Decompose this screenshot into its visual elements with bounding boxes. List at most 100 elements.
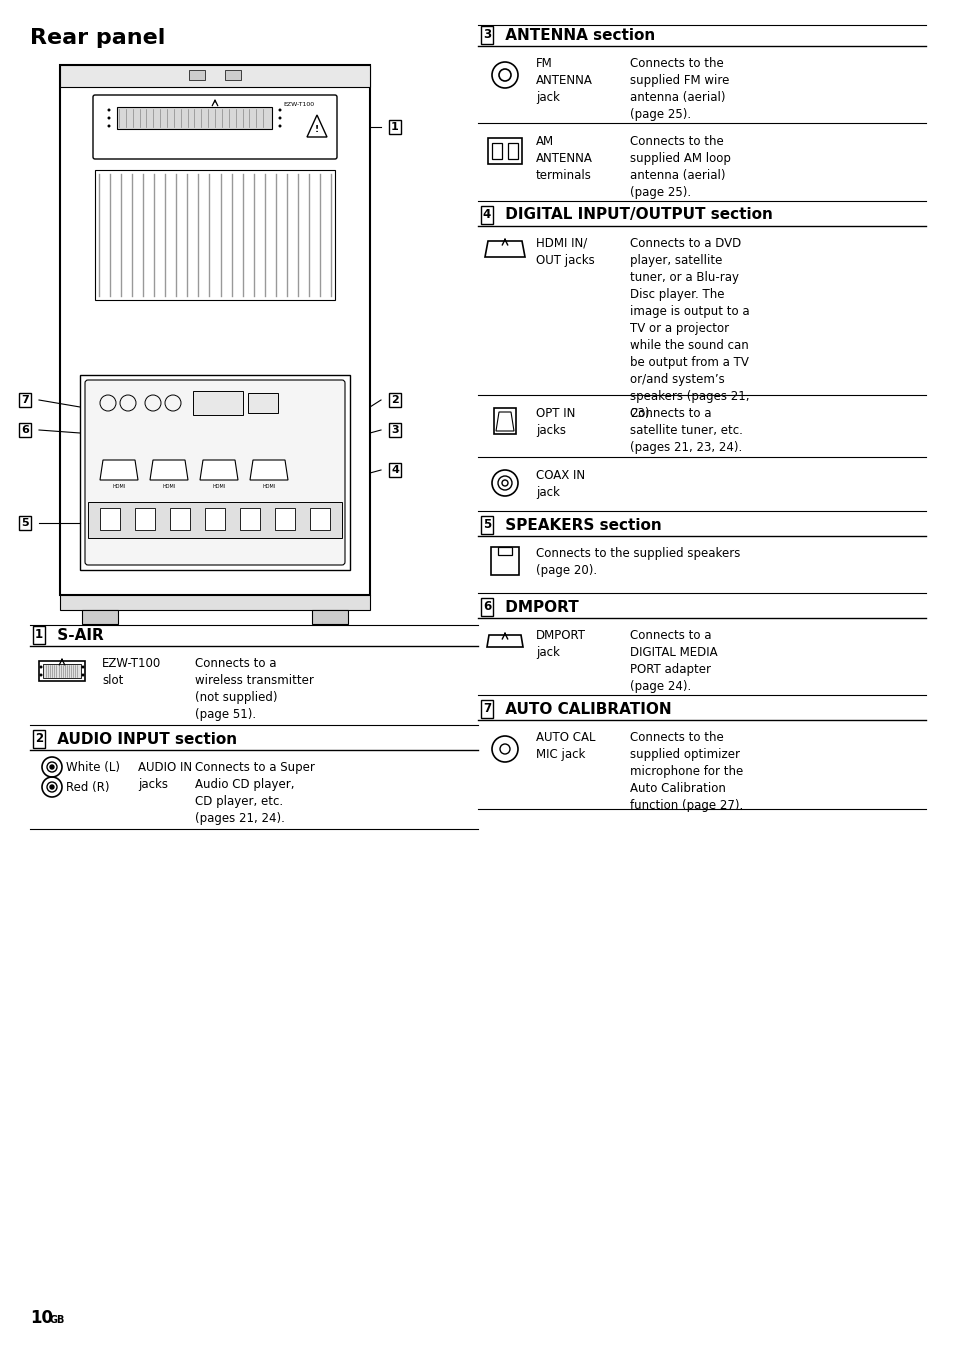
- Bar: [240, 508, 260, 530]
- Text: !: !: [314, 124, 318, 134]
- Polygon shape: [250, 460, 288, 480]
- Polygon shape: [496, 412, 514, 431]
- Bar: [193, 391, 243, 415]
- Circle shape: [278, 124, 281, 127]
- Bar: [135, 508, 154, 530]
- Bar: [225, 70, 241, 80]
- Text: EZW-T100
slot: EZW-T100 slot: [102, 657, 161, 687]
- Text: 4: 4: [391, 465, 398, 475]
- Text: Connects to the
supplied optimizer
microphone for the
Auto Calibration
function : Connects to the supplied optimizer micro…: [629, 731, 742, 813]
- Bar: [205, 508, 225, 530]
- Bar: [312, 610, 348, 625]
- Bar: [80, 375, 350, 571]
- Text: SPEAKERS section: SPEAKERS section: [499, 518, 661, 533]
- Text: Connects to a
satellite tuner, etc.
(pages 21, 23, 24).: Connects to a satellite tuner, etc. (pag…: [629, 407, 742, 454]
- Text: OPT IN
jacks: OPT IN jacks: [536, 407, 575, 437]
- Text: Connects to a
wireless transmitter
(not supplied)
(page 51).: Connects to a wireless transmitter (not …: [194, 657, 314, 721]
- Bar: [95, 170, 335, 300]
- Text: Connects to a
DIGITAL MEDIA
PORT adapter
(page 24).: Connects to a DIGITAL MEDIA PORT adapter…: [629, 629, 717, 694]
- Bar: [248, 393, 277, 412]
- Bar: [492, 143, 501, 160]
- Bar: [170, 508, 190, 530]
- Circle shape: [108, 116, 111, 119]
- Polygon shape: [486, 635, 522, 648]
- Circle shape: [39, 665, 43, 668]
- Text: 7: 7: [482, 703, 491, 715]
- Text: 7: 7: [21, 395, 29, 406]
- Polygon shape: [150, 460, 188, 480]
- Polygon shape: [100, 460, 138, 480]
- Bar: [497, 548, 512, 556]
- Text: ANTENNA section: ANTENNA section: [499, 27, 655, 42]
- Text: HDMI IN/
OUT jacks: HDMI IN/ OUT jacks: [536, 237, 594, 266]
- Bar: [43, 664, 81, 677]
- Bar: [494, 408, 516, 434]
- Bar: [88, 502, 341, 538]
- Text: 1: 1: [391, 122, 398, 132]
- Text: 1: 1: [35, 629, 43, 641]
- Bar: [491, 548, 518, 575]
- Bar: [274, 508, 294, 530]
- Polygon shape: [307, 115, 327, 137]
- Text: 6: 6: [21, 425, 29, 435]
- Polygon shape: [484, 241, 524, 257]
- Circle shape: [50, 765, 54, 769]
- Text: 2: 2: [35, 733, 43, 745]
- Text: 4: 4: [482, 208, 491, 222]
- Text: EZW-T100: EZW-T100: [283, 101, 314, 107]
- Circle shape: [108, 124, 111, 127]
- Bar: [117, 107, 272, 128]
- Text: FM
ANTENNA
jack: FM ANTENNA jack: [536, 57, 592, 104]
- Text: HDMI: HDMI: [213, 484, 226, 489]
- Circle shape: [81, 673, 85, 676]
- Circle shape: [50, 786, 54, 790]
- Circle shape: [39, 673, 43, 676]
- Bar: [39, 661, 85, 681]
- Bar: [60, 65, 370, 87]
- Bar: [60, 595, 370, 610]
- Bar: [189, 70, 205, 80]
- Text: Red (R): Red (R): [66, 780, 110, 794]
- Text: HDMI: HDMI: [112, 484, 126, 489]
- Text: Connects to the
supplied AM loop
antenna (aerial)
(page 25).: Connects to the supplied AM loop antenna…: [629, 135, 730, 199]
- Text: Connects to the
supplied FM wire
antenna (aerial)
(page 25).: Connects to the supplied FM wire antenna…: [629, 57, 729, 120]
- Text: AUDIO INPUT section: AUDIO INPUT section: [52, 731, 237, 746]
- Text: 5: 5: [482, 519, 491, 531]
- Bar: [100, 508, 120, 530]
- Circle shape: [278, 116, 281, 119]
- Text: Connects to a DVD
player, satellite
tuner, or a Blu-ray
Disc player. The
image i: Connects to a DVD player, satellite tune…: [629, 237, 749, 420]
- Text: S-AIR: S-AIR: [52, 627, 104, 642]
- Text: COAX IN
jack: COAX IN jack: [536, 469, 584, 499]
- Bar: [82, 610, 118, 625]
- Text: 3: 3: [391, 425, 398, 435]
- Bar: [310, 508, 330, 530]
- Text: Rear panel: Rear panel: [30, 28, 165, 49]
- Bar: [488, 138, 521, 164]
- Text: Connects to a Super
Audio CD player,
CD player, etc.
(pages 21, 24).: Connects to a Super Audio CD player, CD …: [194, 761, 314, 825]
- Text: 2: 2: [391, 395, 398, 406]
- Text: White (L): White (L): [66, 760, 120, 773]
- Text: DMPORT
jack: DMPORT jack: [536, 629, 585, 658]
- Text: AUDIO IN
jacks: AUDIO IN jacks: [138, 761, 192, 791]
- Text: HDMI: HDMI: [162, 484, 175, 489]
- Circle shape: [108, 108, 111, 111]
- Text: HDMI: HDMI: [262, 484, 275, 489]
- Text: AUTO CALIBRATION: AUTO CALIBRATION: [499, 702, 671, 717]
- Bar: [507, 143, 517, 160]
- Text: AM
ANTENNA
terminals: AM ANTENNA terminals: [536, 135, 592, 183]
- Bar: [60, 65, 370, 595]
- Text: DIGITAL INPUT/OUTPUT section: DIGITAL INPUT/OUTPUT section: [499, 207, 772, 223]
- Text: GB: GB: [50, 1315, 66, 1325]
- Text: 10: 10: [30, 1309, 53, 1328]
- Text: AUTO CAL
MIC jack: AUTO CAL MIC jack: [536, 731, 595, 761]
- Text: DMPORT: DMPORT: [499, 599, 578, 615]
- Circle shape: [278, 108, 281, 111]
- Polygon shape: [200, 460, 237, 480]
- FancyBboxPatch shape: [85, 380, 345, 565]
- Text: 3: 3: [482, 28, 491, 42]
- Text: 5: 5: [21, 518, 29, 529]
- Text: Connects to the supplied speakers
(page 20).: Connects to the supplied speakers (page …: [536, 548, 740, 577]
- Text: 6: 6: [482, 600, 491, 614]
- Circle shape: [81, 665, 85, 668]
- FancyBboxPatch shape: [92, 95, 336, 160]
